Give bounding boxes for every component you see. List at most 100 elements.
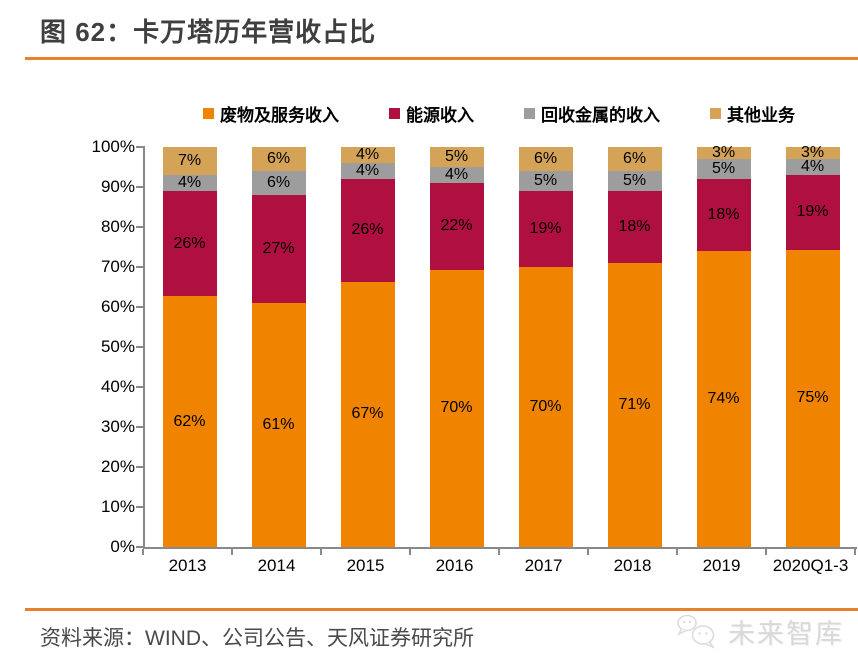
legend-label: 其他业务 bbox=[727, 105, 795, 125]
bar-segment-能源收入: 22% bbox=[429, 182, 484, 270]
bar-segment-能源收入: 19% bbox=[518, 191, 573, 267]
x-axis-tick-mark bbox=[320, 549, 322, 555]
bar-segment-其他业务: 3% bbox=[696, 144, 751, 161]
x-axis-tick-mark bbox=[142, 549, 144, 555]
bar-segment-其他业务: 6% bbox=[251, 147, 306, 171]
segment-value-label: 5% bbox=[622, 172, 647, 189]
stacked-bar: 3% 5% 18% 74% bbox=[696, 144, 751, 547]
segment-value-label: 3% bbox=[800, 143, 825, 161]
segment-value-label: 26% bbox=[173, 234, 206, 252]
segment-value-label: 6% bbox=[533, 150, 558, 167]
segment-value-label: 6% bbox=[622, 150, 647, 167]
segment-value-label: 67% bbox=[351, 405, 384, 423]
x-axis-tick-mark bbox=[587, 549, 589, 555]
bar-segment-回收金属的收入: 6% bbox=[251, 171, 306, 195]
bar-segment-回收金属的收入: 4% bbox=[785, 157, 840, 175]
y-axis-tick-label: 0% bbox=[110, 537, 135, 556]
legend-swatch bbox=[710, 107, 721, 119]
y-axis-tick-label: 60% bbox=[100, 297, 135, 316]
bar-segment-回收金属的收入: 5% bbox=[696, 159, 751, 179]
bar-segment-回收金属的收入: 4% bbox=[162, 174, 217, 192]
y-axis-tick-mark bbox=[136, 306, 145, 308]
segment-value-label: 6% bbox=[266, 150, 291, 167]
bar-segment-能源收入: 27% bbox=[251, 195, 306, 303]
segment-value-label: 4% bbox=[800, 157, 825, 175]
segment-value-label: 18% bbox=[707, 206, 740, 223]
bar-segment-其他业务: 6% bbox=[518, 147, 573, 171]
logo-text: 未来智库 bbox=[728, 619, 844, 649]
bar-segment-废物及服务收入: 75% bbox=[785, 249, 840, 547]
legend-item-其他业务: 其他业务 bbox=[710, 101, 795, 126]
segment-value-label: 5% bbox=[711, 160, 736, 177]
footer-divider bbox=[25, 608, 858, 611]
segment-value-label: 70% bbox=[440, 399, 473, 417]
stacked-bar: 4% 4% 26% 67% bbox=[340, 145, 395, 547]
y-axis-tick-mark bbox=[136, 426, 145, 428]
segment-value-label: 70% bbox=[529, 398, 562, 415]
segment-value-label: 18% bbox=[618, 218, 651, 235]
bar-segment-废物及服务收入: 70% bbox=[429, 269, 484, 547]
brand-logo: 未来智库 bbox=[675, 612, 844, 651]
y-axis-tick-mark bbox=[136, 146, 145, 148]
x-axis-tick-mark bbox=[854, 549, 856, 555]
bar-segment-能源收入: 26% bbox=[340, 178, 395, 282]
bar-segment-废物及服务收入: 62% bbox=[162, 296, 217, 547]
legend-label: 废物及服务收入 bbox=[220, 105, 339, 125]
bar-column-2015: 4% 4% 26% 67% bbox=[323, 145, 412, 547]
y-axis-tick-mark bbox=[136, 346, 145, 348]
chart-legend: 废物及服务收入 能源收入 回收金属的收入 其他业务 bbox=[143, 100, 855, 126]
segment-value-label: 27% bbox=[262, 240, 295, 257]
y-axis-tick-mark bbox=[136, 546, 145, 548]
y-axis-tick-label: 80% bbox=[100, 217, 135, 236]
segment-value-label: 62% bbox=[173, 412, 206, 430]
stacked-bar: 6% 5% 19% 70% bbox=[518, 147, 573, 547]
y-axis-tick-mark bbox=[136, 266, 145, 268]
y-axis-tick-mark bbox=[136, 186, 145, 188]
segment-value-label: 4% bbox=[355, 161, 380, 179]
bar-segment-能源收入: 18% bbox=[607, 191, 662, 263]
x-axis-label: 2013 bbox=[168, 556, 207, 575]
stacked-bar: 6% 6% 27% 61% bbox=[251, 147, 306, 547]
segment-value-label: 61% bbox=[262, 416, 295, 433]
bar-segment-其他业务: 5% bbox=[429, 147, 484, 167]
x-axis-label: 2015 bbox=[346, 556, 385, 575]
wechat-chat-bubbles-icon bbox=[677, 614, 716, 649]
segment-value-label: 4% bbox=[177, 174, 202, 192]
y-axis-tick-mark bbox=[136, 226, 145, 228]
bar-segment-能源收入: 26% bbox=[162, 191, 217, 297]
segment-value-label: 4% bbox=[444, 165, 469, 183]
legend-swatch bbox=[524, 107, 535, 119]
x-axis-labels: 2013 2014 2015 2016 2017 2018 2019 2020Q1-3 bbox=[143, 556, 855, 576]
bar-segment-其他业务: 3% bbox=[785, 143, 840, 161]
y-axis-tick-label: 30% bbox=[100, 417, 135, 436]
segment-value-label: 19% bbox=[796, 203, 829, 221]
segment-value-label: 75% bbox=[796, 389, 829, 407]
x-axis-label: 2018 bbox=[613, 556, 652, 575]
bar-column-2016: 5% 4% 22% 70% bbox=[412, 147, 501, 547]
y-axis-tick-mark bbox=[136, 466, 145, 468]
bar-column-2019: 3% 5% 18% 74% bbox=[679, 144, 768, 547]
y-axis-tick-label: 90% bbox=[100, 177, 135, 196]
y-axis-tick-mark bbox=[136, 386, 145, 388]
x-axis-tick-mark bbox=[498, 549, 500, 555]
stacked-bar: 3% 4% 19% 75% bbox=[785, 143, 840, 547]
y-axis-tick-label: 10% bbox=[100, 497, 135, 516]
x-axis-label: 2016 bbox=[435, 556, 474, 575]
legend-swatch bbox=[389, 107, 400, 119]
y-axis-tick-mark bbox=[136, 506, 145, 508]
segment-value-label: 4% bbox=[355, 145, 380, 163]
legend-swatch bbox=[203, 107, 214, 119]
bar-segment-回收金属的收入: 5% bbox=[518, 171, 573, 191]
x-axis-tick-mark bbox=[676, 549, 678, 555]
y-axis-tick-label: 50% bbox=[100, 337, 135, 356]
stacked-bar: 6% 5% 18% 71% bbox=[607, 147, 662, 547]
bar-segment-废物及服务收入: 74% bbox=[696, 251, 751, 547]
bar-segment-能源收入: 19% bbox=[785, 174, 840, 250]
legend-item-能源收入: 能源收入 bbox=[389, 101, 474, 126]
x-axis-tick-mark bbox=[765, 549, 767, 555]
segment-value-label: 7% bbox=[177, 152, 202, 170]
bar-segment-其他业务: 4% bbox=[340, 145, 395, 163]
bar-segment-能源收入: 18% bbox=[696, 179, 751, 251]
segment-value-label: 3% bbox=[711, 144, 736, 161]
